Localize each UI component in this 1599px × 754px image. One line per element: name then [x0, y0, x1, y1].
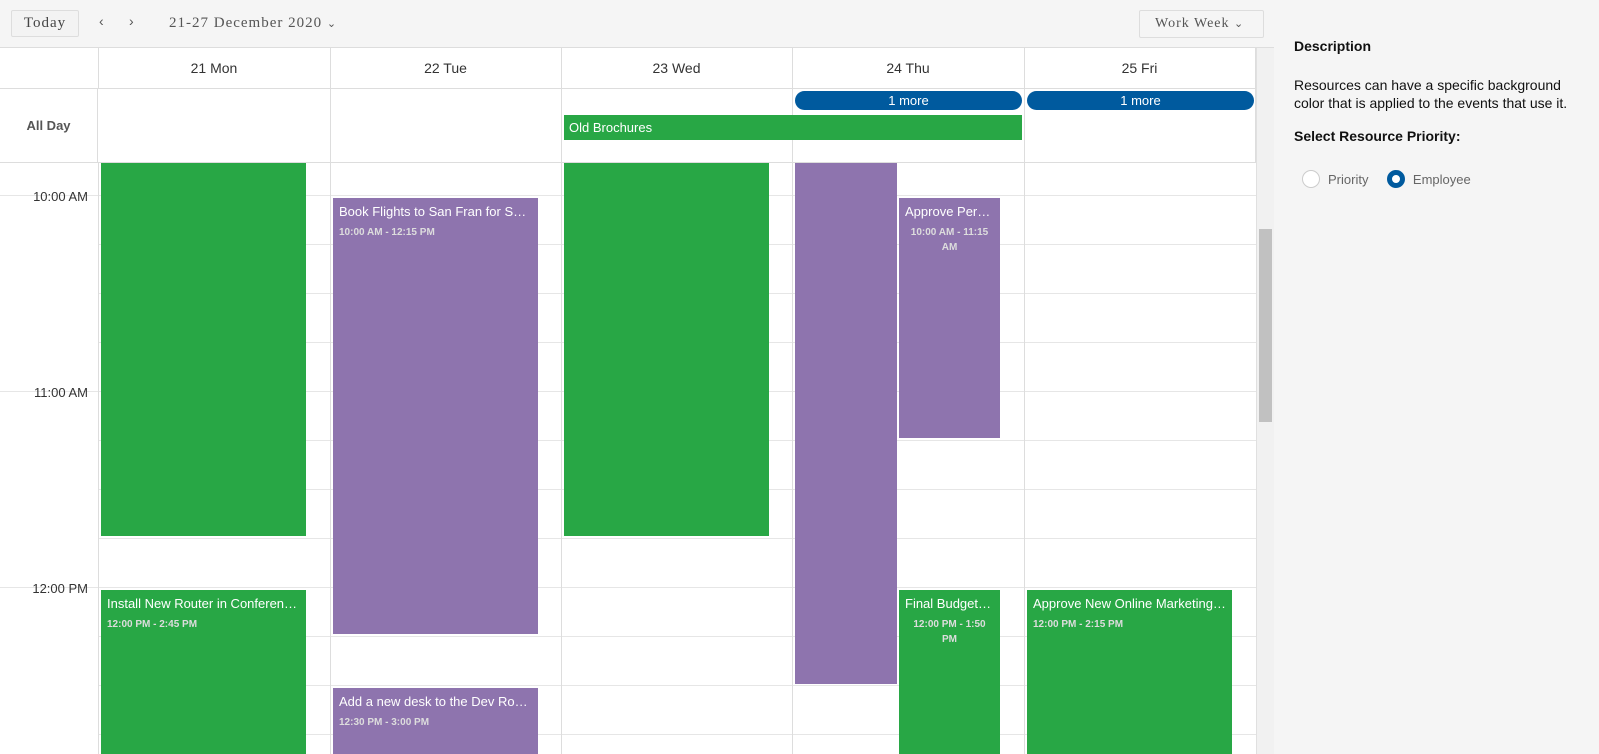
description-panel: Description Resources can have a specifi… [1274, 0, 1599, 754]
all-day-cell[interactable] [792, 89, 1025, 163]
event-title: Approve Personal Computer Upgrade Plan [905, 204, 994, 219]
description-heading: Description [1294, 38, 1372, 54]
prev-icon[interactable]: ‹ [99, 13, 104, 29]
chevron-down-icon: ⌄ [1234, 18, 1245, 30]
day-header[interactable]: 21 Mon [98, 48, 331, 89]
radio-label: Priority [1328, 171, 1369, 187]
event-time: 10:00 AM - 12:15 PM [339, 227, 435, 238]
event[interactable]: Book Flights to San Fran for Sales Trip 1… [333, 198, 538, 634]
day-header[interactable]: 25 Fri [1024, 48, 1256, 89]
more-events-button[interactable]: 1 more [1027, 91, 1254, 110]
event[interactable]: Approve Personal Computer Upgrade Plan 10… [899, 198, 1000, 438]
event[interactable]: Add a new desk to the Dev Room 12:30 PM -… [333, 688, 538, 754]
date-range-label: 21-27 December 2020 [169, 15, 323, 31]
event-title: Approve New Online Marketing Strategy [1033, 596, 1226, 611]
event[interactable] [101, 163, 306, 536]
day-header[interactable]: 23 Wed [561, 48, 793, 89]
event-title: Add a new desk to the Dev Room [339, 694, 532, 709]
more-events-button[interactable]: 1 more [795, 91, 1022, 110]
scrollbar-thumb[interactable] [1259, 229, 1272, 422]
day-header[interactable]: 22 Tue [330, 48, 562, 89]
scheduler-toolbar: Today ‹ › 21-27 December 2020 ⌄ Work Wee… [0, 0, 1274, 48]
event-title: Install New Router in Conference Room [107, 596, 300, 611]
radio-label: Employee [1412, 171, 1471, 187]
all-day-cell[interactable] [330, 89, 562, 163]
all-day-label: All Day [0, 89, 98, 163]
header-corner [0, 48, 99, 89]
date-range-picker[interactable]: 21-27 December 2020 ⌄ [169, 15, 337, 32]
time-label: 12:00 PM [32, 581, 88, 596]
time-label: 10:00 AM [33, 189, 88, 204]
view-selector[interactable]: Work Week ⌄ [1139, 10, 1264, 38]
event-time: 12:00 PM - 2:15 PM [1033, 619, 1124, 630]
event-time: 10:00 AM - 11:15 AM [910, 227, 989, 253]
radio-employee[interactable]: Employee [1386, 170, 1471, 188]
event[interactable]: Final Budget Review 12:00 PM - 1:50 PM [899, 590, 1000, 754]
event-time: 12:00 PM - 2:45 PM [107, 619, 198, 630]
time-label: 11:00 AM [34, 385, 88, 400]
vertical-scrollbar[interactable] [1256, 48, 1274, 754]
radio-priority[interactable]: Priority [1302, 170, 1368, 188]
view-label: Work Week [1155, 16, 1230, 31]
next-icon[interactable]: › [129, 13, 134, 29]
all-day-cell[interactable] [1024, 89, 1256, 163]
time-grid: 10:00 AM 11:00 AM 12:00 PM Install New R… [0, 163, 1256, 754]
event-title: Book Flights to San Fran for Sales Trip [339, 204, 532, 219]
event-time: 12:00 PM - 1:50 PM [913, 619, 986, 645]
chevron-down-icon: ⌄ [326, 18, 338, 30]
description-text: Resources can have a specific background… [1294, 77, 1568, 111]
day-header[interactable]: 24 Thu [792, 48, 1025, 89]
event-title: Final Budget Review [905, 596, 994, 611]
event[interactable]: Install New Router in Conference Room 12:… [101, 590, 306, 754]
event[interactable] [795, 163, 897, 684]
today-button[interactable]: Today [11, 10, 79, 37]
event-time: 12:30 PM - 3:00 PM [339, 717, 430, 728]
select-resource-label: Select Resource Priority: [1294, 128, 1461, 144]
radio-circle[interactable] [1302, 170, 1320, 188]
all-day-event[interactable]: Old Brochures [564, 115, 1022, 140]
all-day-cell[interactable] [98, 89, 331, 163]
radio-circle-checked[interactable] [1386, 170, 1405, 188]
event[interactable] [564, 163, 769, 536]
event[interactable]: Approve New Online Marketing Strategy 12:… [1027, 590, 1232, 754]
